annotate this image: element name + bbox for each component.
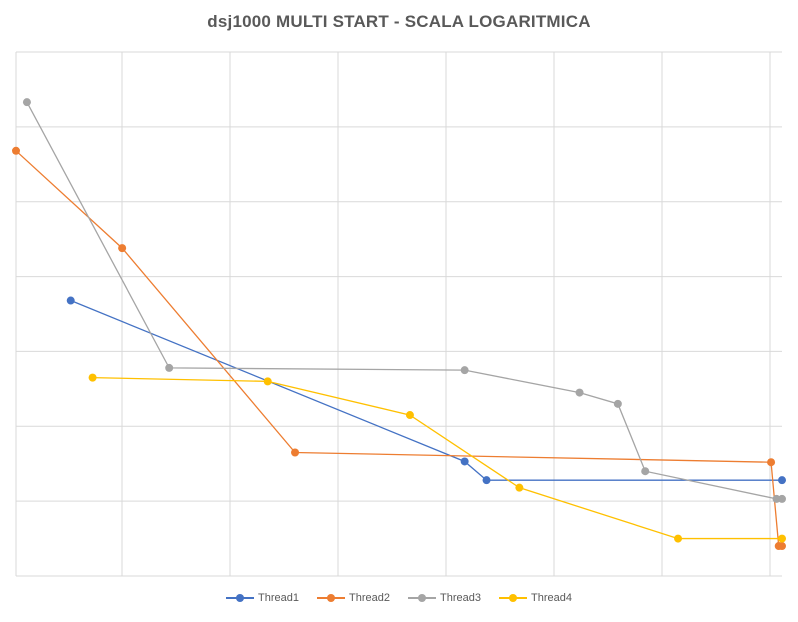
legend-label: Thread2 bbox=[349, 592, 390, 604]
legend-item-thread1: Thread1 bbox=[226, 592, 299, 604]
point-thread4-2 bbox=[405, 411, 414, 420]
point-thread3-4 bbox=[613, 399, 622, 408]
point-thread4-4 bbox=[674, 534, 683, 543]
series-markers bbox=[12, 98, 786, 551]
point-thread3-0 bbox=[22, 98, 31, 107]
point-thread1-1 bbox=[460, 457, 469, 466]
series-line-thread1 bbox=[70, 299, 782, 481]
legend: Thread1 Thread2 Thread3 Thread4 bbox=[0, 592, 798, 604]
point-thread2-3 bbox=[767, 458, 776, 467]
legend-swatch bbox=[408, 593, 436, 603]
point-thread1-2 bbox=[482, 476, 491, 485]
legend-label: Thread3 bbox=[440, 592, 481, 604]
point-thread2-2 bbox=[291, 448, 300, 457]
chart-title: dsj1000 MULTI START - SCALA LOGARITMICA bbox=[207, 12, 591, 31]
series-line-thread3 bbox=[26, 101, 782, 500]
point-thread3-7 bbox=[778, 494, 786, 503]
point-thread2-0 bbox=[12, 146, 20, 155]
point-thread3-6 bbox=[772, 494, 781, 503]
point-thread1-0 bbox=[66, 296, 75, 305]
legend-swatch bbox=[498, 593, 527, 603]
point-thread3-1 bbox=[165, 363, 174, 372]
point-thread3-3 bbox=[575, 388, 584, 397]
legend-label: Thread1 bbox=[258, 592, 300, 604]
legend-swatch bbox=[226, 593, 255, 603]
point-thread2-5 bbox=[778, 542, 786, 551]
point-thread3-5 bbox=[641, 467, 650, 476]
point-thread3-2 bbox=[460, 366, 469, 375]
legend-item-thread2: Thread2 bbox=[317, 592, 390, 604]
legend-swatch bbox=[317, 593, 346, 603]
legend-item-thread4: Thread4 bbox=[498, 592, 572, 604]
point-thread4-3 bbox=[515, 483, 524, 492]
series-line-thread4 bbox=[92, 376, 782, 540]
gridlines bbox=[15, 51, 782, 577]
legend-item-thread3: Thread3 bbox=[408, 592, 481, 604]
point-thread4-0 bbox=[88, 373, 97, 382]
point-thread4-5 bbox=[778, 534, 786, 543]
series-lines bbox=[15, 101, 782, 547]
point-thread2-1 bbox=[118, 244, 127, 253]
series-line-thread2 bbox=[15, 150, 782, 547]
legend-label: Thread4 bbox=[530, 592, 572, 604]
point-thread1-3 bbox=[778, 476, 786, 485]
point-thread4-1 bbox=[263, 377, 272, 386]
